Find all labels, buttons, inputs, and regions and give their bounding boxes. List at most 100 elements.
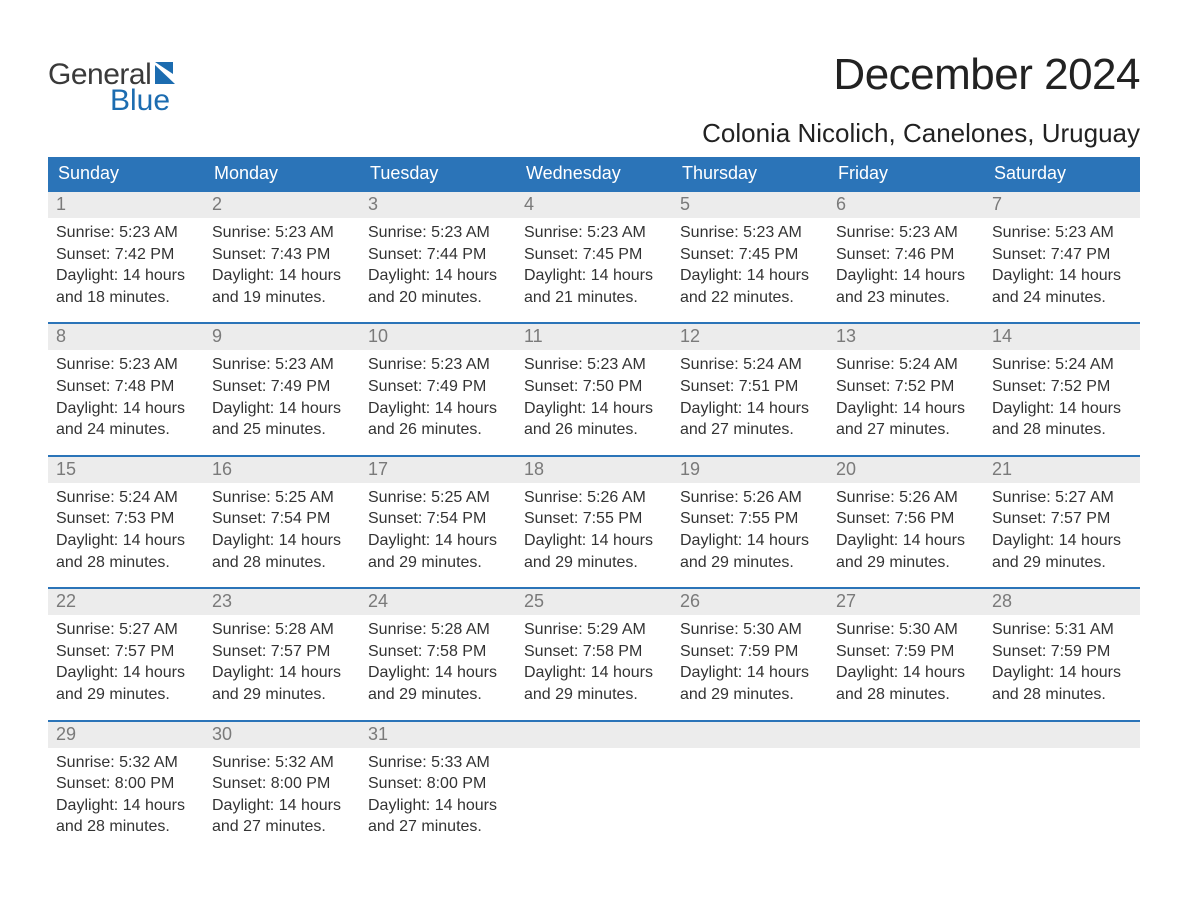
day-number — [984, 722, 1140, 748]
day-details — [516, 748, 672, 752]
daylight-text-2: and 25 minutes. — [212, 419, 352, 441]
daylight-text-2: and 28 minutes. — [56, 816, 196, 838]
sunset-text: Sunset: 7:49 PM — [212, 376, 352, 398]
daylight-text-2: and 29 minutes. — [56, 684, 196, 706]
day-number: 1 — [48, 192, 204, 218]
calendar-day-cell: 3Sunrise: 5:23 AMSunset: 7:44 PMDaylight… — [360, 192, 516, 308]
daylight-text-2: and 28 minutes. — [836, 684, 976, 706]
sunset-text: Sunset: 7:46 PM — [836, 244, 976, 266]
sunrise-text: Sunrise: 5:26 AM — [836, 487, 976, 509]
day-details: Sunrise: 5:23 AMSunset: 7:45 PMDaylight:… — [516, 218, 672, 308]
calendar-day-cell: 23Sunrise: 5:28 AMSunset: 7:57 PMDayligh… — [204, 589, 360, 705]
sunset-text: Sunset: 7:43 PM — [212, 244, 352, 266]
daylight-text-2: and 20 minutes. — [368, 287, 508, 309]
day-details: Sunrise: 5:23 AMSunset: 7:44 PMDaylight:… — [360, 218, 516, 308]
day-number — [828, 722, 984, 748]
daylight-text-1: Daylight: 14 hours — [56, 530, 196, 552]
sunrise-text: Sunrise: 5:23 AM — [524, 354, 664, 376]
sunrise-text: Sunrise: 5:23 AM — [836, 222, 976, 244]
day-details: Sunrise: 5:27 AMSunset: 7:57 PMDaylight:… — [984, 483, 1140, 573]
daylight-text-2: and 29 minutes. — [836, 552, 976, 574]
calendar-day-cell — [984, 722, 1140, 838]
calendar-week-row: 22Sunrise: 5:27 AMSunset: 7:57 PMDayligh… — [48, 587, 1140, 705]
day-details: Sunrise: 5:24 AMSunset: 7:53 PMDaylight:… — [48, 483, 204, 573]
weekday-header: Thursday — [672, 157, 828, 192]
daylight-text-2: and 29 minutes. — [992, 552, 1132, 574]
sunset-text: Sunset: 7:49 PM — [368, 376, 508, 398]
sunset-text: Sunset: 8:00 PM — [212, 773, 352, 795]
sunrise-text: Sunrise: 5:25 AM — [368, 487, 508, 509]
day-details — [672, 748, 828, 752]
calendar-day-cell: 30Sunrise: 5:32 AMSunset: 8:00 PMDayligh… — [204, 722, 360, 838]
calendar-day-cell: 14Sunrise: 5:24 AMSunset: 7:52 PMDayligh… — [984, 324, 1140, 440]
calendar-week-row: 15Sunrise: 5:24 AMSunset: 7:53 PMDayligh… — [48, 455, 1140, 573]
sunset-text: Sunset: 7:45 PM — [524, 244, 664, 266]
calendar-day-cell: 15Sunrise: 5:24 AMSunset: 7:53 PMDayligh… — [48, 457, 204, 573]
calendar-day-cell: 22Sunrise: 5:27 AMSunset: 7:57 PMDayligh… — [48, 589, 204, 705]
sunset-text: Sunset: 7:45 PM — [680, 244, 820, 266]
sunrise-text: Sunrise: 5:23 AM — [212, 222, 352, 244]
day-details: Sunrise: 5:26 AMSunset: 7:55 PMDaylight:… — [516, 483, 672, 573]
daylight-text-2: and 29 minutes. — [368, 552, 508, 574]
daylight-text-2: and 18 minutes. — [56, 287, 196, 309]
day-number: 16 — [204, 457, 360, 483]
day-number: 5 — [672, 192, 828, 218]
daylight-text-1: Daylight: 14 hours — [212, 530, 352, 552]
month-title: December 2024 — [702, 50, 1140, 100]
sunrise-text: Sunrise: 5:27 AM — [992, 487, 1132, 509]
day-details: Sunrise: 5:24 AMSunset: 7:52 PMDaylight:… — [984, 350, 1140, 440]
daylight-text-2: and 26 minutes. — [368, 419, 508, 441]
calendar-day-cell: 17Sunrise: 5:25 AMSunset: 7:54 PMDayligh… — [360, 457, 516, 573]
daylight-text-2: and 28 minutes. — [992, 419, 1132, 441]
day-number: 15 — [48, 457, 204, 483]
day-number: 4 — [516, 192, 672, 218]
sunset-text: Sunset: 7:44 PM — [368, 244, 508, 266]
calendar-day-cell: 25Sunrise: 5:29 AMSunset: 7:58 PMDayligh… — [516, 589, 672, 705]
day-details — [984, 748, 1140, 752]
calendar-day-cell: 2Sunrise: 5:23 AMSunset: 7:43 PMDaylight… — [204, 192, 360, 308]
day-details: Sunrise: 5:23 AMSunset: 7:43 PMDaylight:… — [204, 218, 360, 308]
daylight-text-2: and 29 minutes. — [368, 684, 508, 706]
daylight-text-1: Daylight: 14 hours — [836, 265, 976, 287]
sunrise-text: Sunrise: 5:23 AM — [680, 222, 820, 244]
day-number: 27 — [828, 589, 984, 615]
day-number: 14 — [984, 324, 1140, 350]
sunrise-text: Sunrise: 5:27 AM — [56, 619, 196, 641]
daylight-text-1: Daylight: 14 hours — [992, 530, 1132, 552]
day-details: Sunrise: 5:30 AMSunset: 7:59 PMDaylight:… — [828, 615, 984, 705]
calendar-day-cell: 12Sunrise: 5:24 AMSunset: 7:51 PMDayligh… — [672, 324, 828, 440]
sunset-text: Sunset: 7:58 PM — [368, 641, 508, 663]
daylight-text-2: and 22 minutes. — [680, 287, 820, 309]
weekday-header-row: Sunday Monday Tuesday Wednesday Thursday… — [48, 157, 1140, 192]
sunset-text: Sunset: 7:50 PM — [524, 376, 664, 398]
day-details: Sunrise: 5:23 AMSunset: 7:50 PMDaylight:… — [516, 350, 672, 440]
daylight-text-2: and 27 minutes. — [680, 419, 820, 441]
daylight-text-1: Daylight: 14 hours — [56, 398, 196, 420]
daylight-text-1: Daylight: 14 hours — [212, 795, 352, 817]
calendar-day-cell: 29Sunrise: 5:32 AMSunset: 8:00 PMDayligh… — [48, 722, 204, 838]
calendar-day-cell: 19Sunrise: 5:26 AMSunset: 7:55 PMDayligh… — [672, 457, 828, 573]
day-details: Sunrise: 5:23 AMSunset: 7:47 PMDaylight:… — [984, 218, 1140, 308]
day-details: Sunrise: 5:32 AMSunset: 8:00 PMDaylight:… — [204, 748, 360, 838]
daylight-text-2: and 28 minutes. — [212, 552, 352, 574]
sunrise-text: Sunrise: 5:24 AM — [56, 487, 196, 509]
daylight-text-2: and 29 minutes. — [680, 684, 820, 706]
daylight-text-1: Daylight: 14 hours — [368, 398, 508, 420]
sunrise-text: Sunrise: 5:30 AM — [836, 619, 976, 641]
day-details: Sunrise: 5:23 AMSunset: 7:46 PMDaylight:… — [828, 218, 984, 308]
calendar-day-cell — [672, 722, 828, 838]
day-number: 17 — [360, 457, 516, 483]
sunset-text: Sunset: 7:55 PM — [524, 508, 664, 530]
calendar-day-cell — [516, 722, 672, 838]
day-details: Sunrise: 5:28 AMSunset: 7:58 PMDaylight:… — [360, 615, 516, 705]
day-details: Sunrise: 5:32 AMSunset: 8:00 PMDaylight:… — [48, 748, 204, 838]
day-details: Sunrise: 5:23 AMSunset: 7:48 PMDaylight:… — [48, 350, 204, 440]
daylight-text-1: Daylight: 14 hours — [212, 662, 352, 684]
day-details: Sunrise: 5:23 AMSunset: 7:49 PMDaylight:… — [204, 350, 360, 440]
day-details: Sunrise: 5:23 AMSunset: 7:42 PMDaylight:… — [48, 218, 204, 308]
sunrise-text: Sunrise: 5:24 AM — [836, 354, 976, 376]
sunrise-text: Sunrise: 5:24 AM — [992, 354, 1132, 376]
weekday-header: Wednesday — [516, 157, 672, 192]
day-details: Sunrise: 5:31 AMSunset: 7:59 PMDaylight:… — [984, 615, 1140, 705]
daylight-text-2: and 29 minutes. — [212, 684, 352, 706]
